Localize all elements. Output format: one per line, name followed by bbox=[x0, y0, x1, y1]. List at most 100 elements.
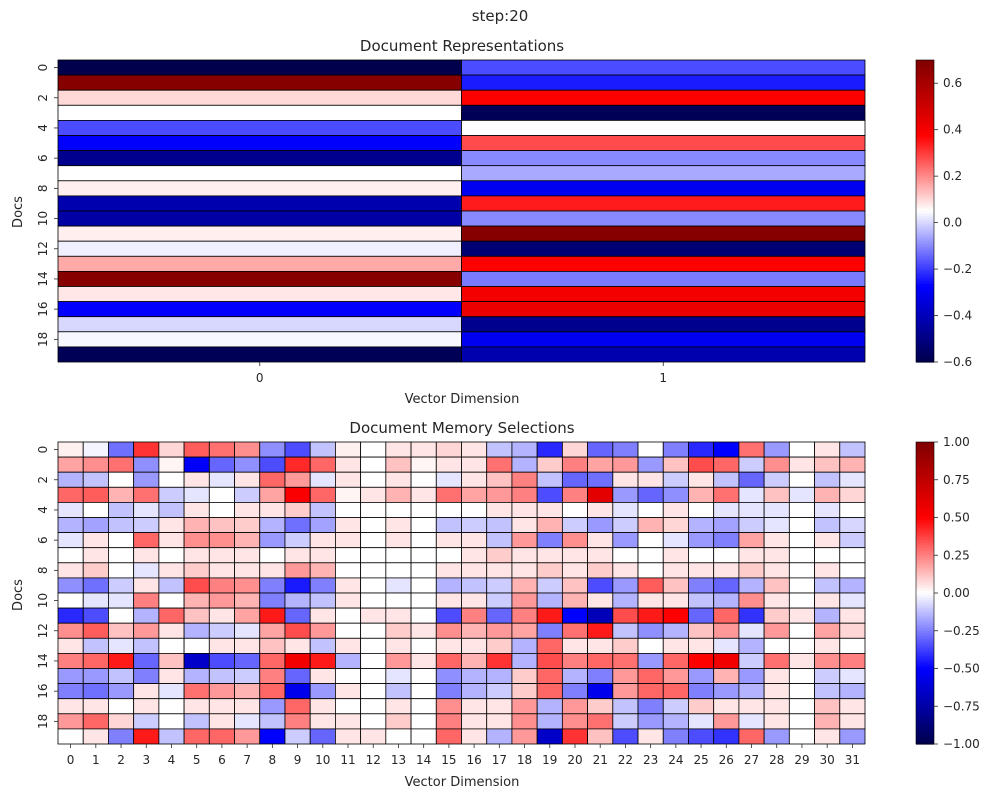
heatmap-cell bbox=[410, 637, 437, 654]
heatmap-cell bbox=[335, 456, 362, 473]
heatmap-cell bbox=[183, 532, 210, 549]
colorbar-segment bbox=[916, 593, 934, 597]
heatmap-cell bbox=[612, 532, 639, 549]
heatmap-cell bbox=[385, 653, 412, 669]
heatmap-cell bbox=[814, 456, 841, 473]
heatmap-cell bbox=[259, 698, 286, 715]
heatmap-cell bbox=[587, 622, 614, 639]
heatmap-cell bbox=[158, 668, 185, 685]
heatmap-cell bbox=[814, 547, 841, 564]
heatmap-cell bbox=[133, 471, 160, 488]
colorbar-segment bbox=[916, 87, 934, 91]
heatmap-cell bbox=[662, 713, 689, 730]
heatmap-cell bbox=[158, 471, 185, 488]
heatmap-cell bbox=[688, 683, 715, 700]
heatmap-cell bbox=[511, 637, 538, 654]
colorbar-segment bbox=[916, 537, 934, 541]
colorbar-segment bbox=[916, 540, 934, 544]
heatmap-cells bbox=[57, 441, 866, 745]
heatmap-cell bbox=[234, 698, 261, 715]
heatmap-cell bbox=[738, 683, 765, 700]
x-tick-label: 28 bbox=[769, 753, 784, 767]
heatmap-cell bbox=[309, 517, 336, 534]
x-tick-label: 1 bbox=[92, 753, 100, 767]
heatmap-cell bbox=[461, 210, 866, 227]
colorbar-segment bbox=[916, 150, 934, 154]
heatmap-cell bbox=[536, 547, 563, 564]
colorbar-segment bbox=[916, 444, 934, 448]
heatmap-cell bbox=[133, 456, 160, 473]
heatmap-cell bbox=[82, 607, 109, 624]
colorbar-segment bbox=[916, 170, 934, 174]
heatmap-cell bbox=[637, 562, 664, 579]
colorbar-segment bbox=[916, 698, 934, 702]
colorbar-segment bbox=[916, 253, 934, 257]
heatmap-cell bbox=[435, 486, 462, 503]
heatmap-cell bbox=[208, 698, 235, 715]
heatmap-cell bbox=[511, 517, 538, 534]
heatmap-cell bbox=[410, 562, 437, 579]
heatmap-cell bbox=[57, 150, 462, 167]
colorbar-segment bbox=[916, 613, 934, 617]
heatmap-cell bbox=[587, 668, 614, 685]
x-tick-label: 24 bbox=[668, 753, 683, 767]
heatmap-cell bbox=[587, 517, 614, 534]
colorbar-segment bbox=[916, 512, 934, 516]
heatmap-cell bbox=[360, 562, 387, 579]
colorbar-tick-label: 0.00 bbox=[943, 586, 970, 600]
x-axis-label: Vector Dimension bbox=[405, 775, 520, 790]
heatmap-cell bbox=[57, 532, 84, 549]
heatmap-cell bbox=[133, 517, 160, 534]
heatmap-cell bbox=[57, 210, 462, 227]
colorbar-segment bbox=[916, 673, 934, 677]
heatmap-cell bbox=[234, 713, 261, 730]
heatmap-cell bbox=[561, 622, 588, 639]
heatmap-cell bbox=[637, 668, 664, 685]
heatmap-cell bbox=[561, 486, 588, 503]
colorbar-segment bbox=[916, 125, 934, 129]
heatmap-cell bbox=[688, 592, 715, 609]
colorbar-tick-label: −0.25 bbox=[943, 624, 980, 638]
heatmap-cell bbox=[385, 501, 412, 518]
heatmap-cell bbox=[763, 683, 790, 700]
heatmap-cell bbox=[738, 562, 765, 579]
colorbar-segment bbox=[916, 273, 934, 278]
colorbar-segment bbox=[916, 261, 934, 265]
heatmap-cell bbox=[561, 698, 588, 715]
colorbar-segment bbox=[916, 211, 934, 215]
colorbar-segment bbox=[916, 668, 934, 672]
heatmap-cell bbox=[360, 668, 387, 685]
x-tick-label: 22 bbox=[618, 753, 633, 767]
heatmap-cell bbox=[234, 471, 261, 488]
heatmap-cell bbox=[57, 698, 84, 715]
heatmap-cell bbox=[612, 471, 639, 488]
heatmap-cell bbox=[839, 713, 866, 730]
heatmap-cell bbox=[511, 668, 538, 685]
colorbar-segment bbox=[916, 248, 934, 252]
colorbar-segment bbox=[916, 527, 934, 531]
heatmap-cell bbox=[713, 501, 740, 518]
heatmap-cell bbox=[108, 592, 135, 609]
heatmap-cell bbox=[536, 577, 563, 594]
heatmap-cell bbox=[763, 532, 790, 549]
heatmap-cell bbox=[234, 577, 261, 594]
y-tick-label: 6 bbox=[36, 154, 50, 162]
heatmap-cell bbox=[688, 456, 715, 473]
heatmap-cell bbox=[662, 441, 689, 458]
heatmap-cell bbox=[208, 486, 235, 503]
heatmap-cell bbox=[259, 622, 286, 639]
colorbar-segment bbox=[916, 304, 934, 308]
heatmap-cell bbox=[360, 683, 387, 700]
heatmap-cell bbox=[763, 668, 790, 685]
x-tick-label: 20 bbox=[567, 753, 582, 767]
heatmap-cell bbox=[435, 441, 462, 458]
heatmap-cell bbox=[788, 637, 815, 654]
heatmap-cell bbox=[788, 683, 815, 700]
colorbar-segment bbox=[916, 618, 934, 622]
heatmap-cell bbox=[309, 653, 336, 669]
heatmap-cell bbox=[612, 607, 639, 624]
y-tick-label: 16 bbox=[36, 684, 50, 699]
colorbar-segment bbox=[916, 138, 934, 142]
heatmap-cell bbox=[763, 486, 790, 503]
heatmap-cell bbox=[511, 622, 538, 639]
